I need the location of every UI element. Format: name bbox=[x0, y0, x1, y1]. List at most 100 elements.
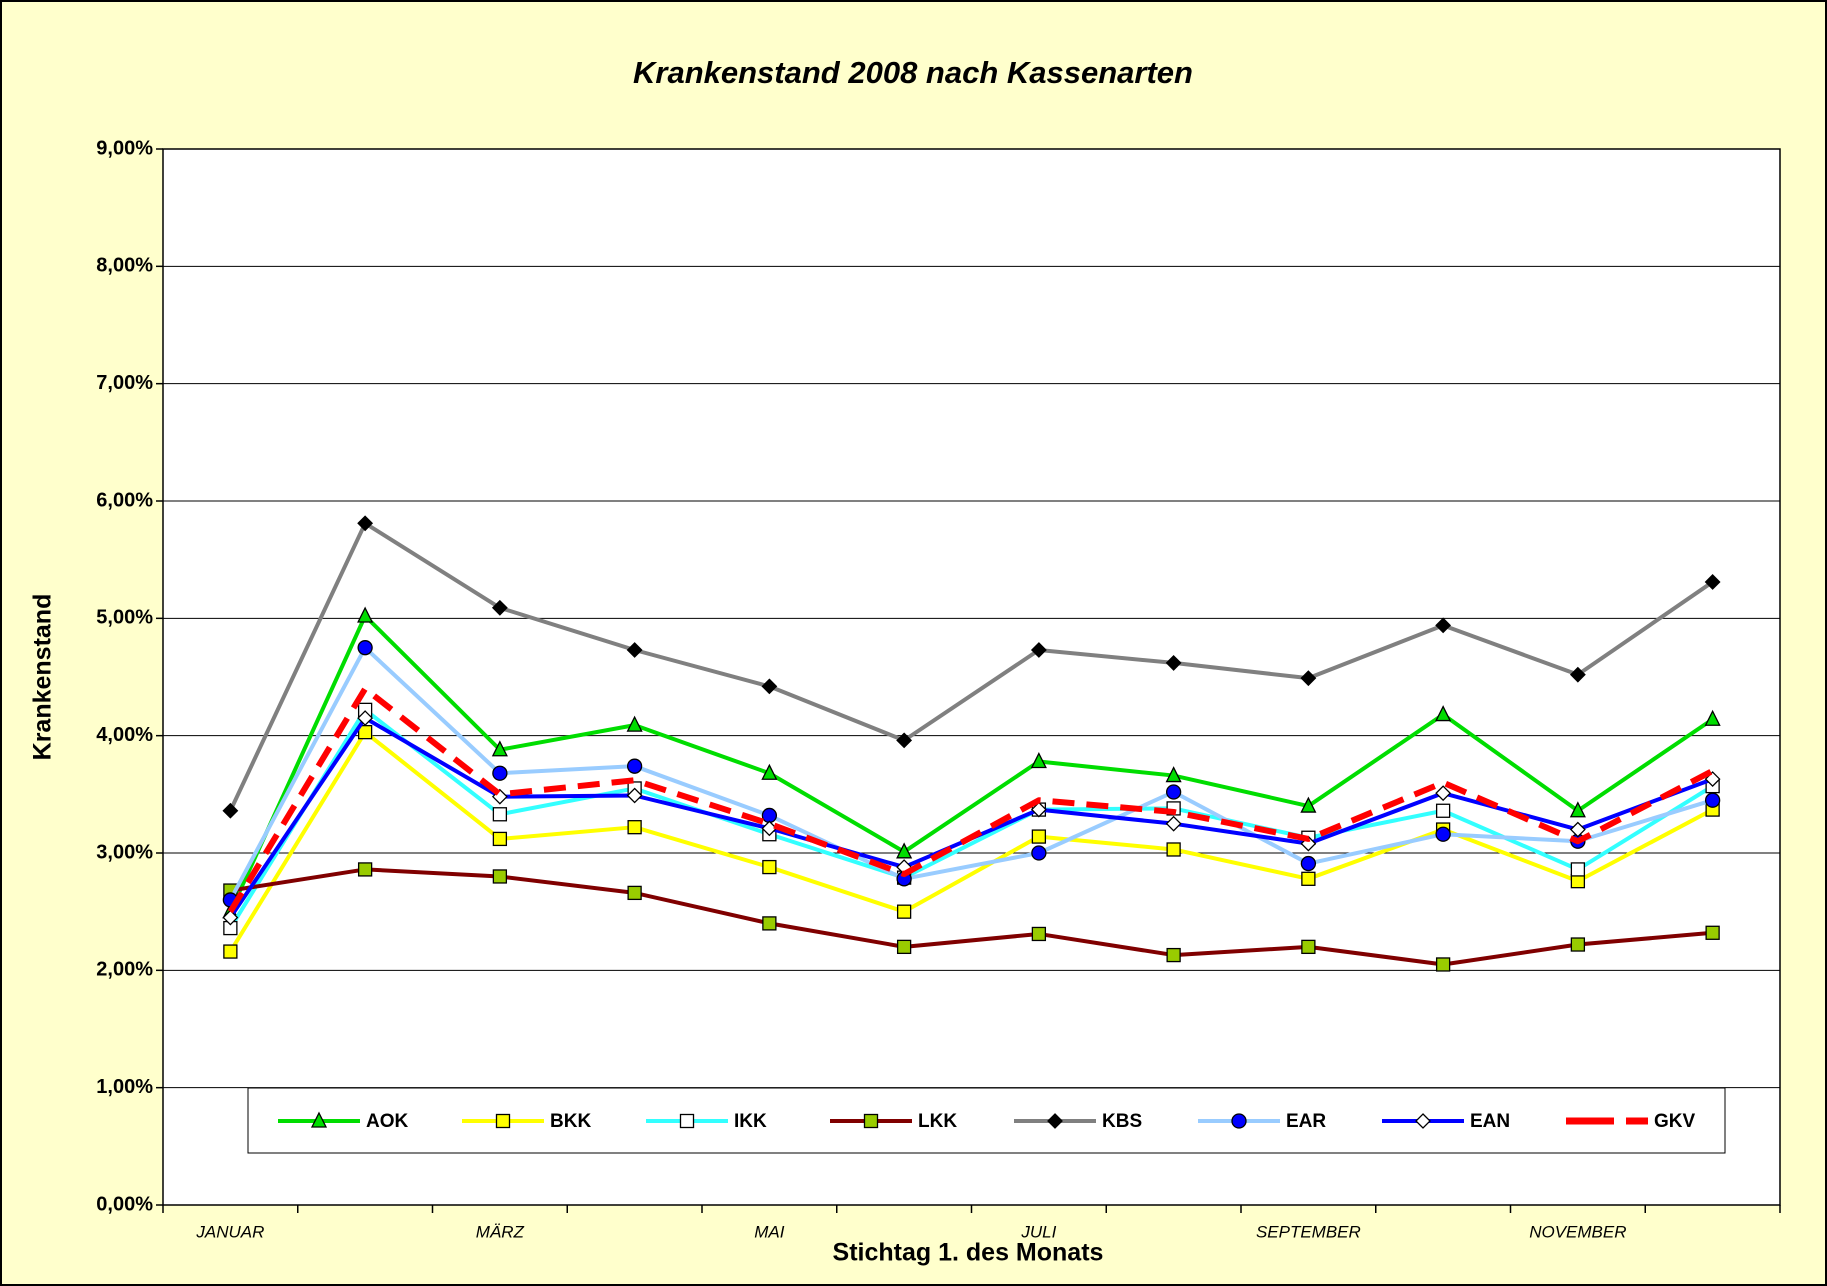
x-tick-label: MÄRZ bbox=[476, 1222, 525, 1241]
data-point bbox=[357, 515, 374, 532]
data-point bbox=[492, 765, 508, 781]
data-point bbox=[626, 758, 643, 774]
legend-marker bbox=[679, 1113, 695, 1129]
legend-label: IKK bbox=[734, 1111, 767, 1132]
data-point bbox=[1570, 937, 1586, 952]
series-line bbox=[230, 867, 1713, 967]
legend-label: EAR bbox=[1286, 1111, 1326, 1132]
legend-label: AOK bbox=[366, 1111, 409, 1132]
data-point bbox=[1570, 874, 1586, 889]
series-line bbox=[228, 613, 1714, 913]
legend-marker bbox=[310, 1111, 328, 1128]
data-point bbox=[896, 842, 913, 859]
y-axis-title: Krankenstand bbox=[29, 594, 57, 761]
data-point bbox=[1165, 655, 1182, 671]
data-point bbox=[357, 640, 373, 656]
series-line bbox=[228, 645, 1714, 901]
data-point bbox=[492, 807, 508, 822]
y-tick-label: 6,00% bbox=[96, 489, 153, 511]
data-point bbox=[357, 606, 374, 623]
y-tick-label: 1,00% bbox=[96, 1076, 153, 1098]
data-point bbox=[896, 939, 912, 955]
plot-area bbox=[162, 148, 1781, 1206]
data-point bbox=[761, 820, 778, 837]
data-point bbox=[222, 909, 239, 926]
data-point bbox=[1165, 784, 1182, 800]
legend-label: LKK bbox=[918, 1111, 957, 1132]
data-point bbox=[627, 820, 642, 835]
legend-label: GKV bbox=[1654, 1111, 1696, 1132]
data-point bbox=[492, 869, 508, 884]
data-point bbox=[896, 732, 913, 749]
data-point bbox=[762, 916, 777, 931]
y-tick-label: 3,00% bbox=[96, 841, 153, 863]
data-point bbox=[1300, 670, 1317, 687]
data-point bbox=[1569, 801, 1586, 818]
x-axis-title: Stichtag 1. des Monats bbox=[833, 1239, 1104, 1267]
legend-marker bbox=[1047, 1113, 1063, 1129]
data-point bbox=[626, 715, 643, 732]
data-point bbox=[1030, 642, 1047, 658]
data-point bbox=[761, 678, 778, 695]
data-point bbox=[1300, 796, 1317, 813]
data-point bbox=[492, 831, 508, 847]
series-line bbox=[227, 685, 1715, 914]
y-tick-label: 8,00% bbox=[96, 255, 153, 277]
data-point bbox=[357, 862, 373, 877]
data-point bbox=[1031, 845, 1047, 861]
legend-label: KBS bbox=[1102, 1111, 1142, 1132]
data-point bbox=[1300, 855, 1317, 872]
data-point bbox=[896, 904, 912, 919]
data-point bbox=[626, 787, 643, 804]
data-point bbox=[626, 642, 643, 658]
data-point bbox=[222, 802, 239, 819]
data-point bbox=[761, 807, 778, 824]
data-point bbox=[1704, 574, 1721, 590]
data-point bbox=[1435, 705, 1452, 722]
x-tick-label: MAI bbox=[754, 1222, 785, 1241]
data-point bbox=[1165, 766, 1182, 783]
x-tick-label: JANUAR bbox=[195, 1222, 264, 1241]
data-point bbox=[1435, 785, 1452, 802]
data-point bbox=[1705, 925, 1720, 940]
data-point bbox=[1165, 815, 1182, 832]
data-point bbox=[491, 599, 508, 616]
legend-marker bbox=[1231, 1113, 1247, 1129]
legend-marker bbox=[495, 1113, 511, 1129]
data-point bbox=[1435, 957, 1451, 972]
x-tick-label: SEPTEMBER bbox=[1256, 1222, 1361, 1241]
data-point bbox=[1301, 939, 1316, 955]
data-point bbox=[761, 763, 778, 780]
data-point bbox=[1031, 829, 1047, 844]
y-tick-label: 5,00% bbox=[96, 607, 153, 629]
data-point bbox=[357, 710, 374, 726]
y-tick-label: 7,00% bbox=[96, 372, 153, 394]
legend-label: BKK bbox=[550, 1111, 591, 1132]
data-point bbox=[491, 740, 508, 757]
data-point bbox=[1030, 801, 1047, 818]
data-point bbox=[223, 944, 238, 959]
data-point bbox=[1570, 862, 1586, 877]
data-point bbox=[1166, 842, 1181, 857]
x-tick-label: JULI bbox=[1020, 1222, 1056, 1241]
legend-marker bbox=[1415, 1113, 1431, 1129]
data-point bbox=[762, 859, 777, 875]
series-line bbox=[228, 730, 1714, 953]
data-point bbox=[1704, 792, 1721, 808]
data-point bbox=[1301, 871, 1316, 886]
data-point bbox=[1031, 926, 1047, 942]
legend-marker bbox=[863, 1113, 879, 1129]
data-point bbox=[1435, 617, 1452, 634]
legend-label: EAN bbox=[1470, 1111, 1510, 1132]
data-point bbox=[1435, 803, 1451, 818]
x-tick-label: NOVEMBER bbox=[1529, 1222, 1626, 1241]
series-line bbox=[228, 521, 1714, 812]
data-point bbox=[1166, 947, 1181, 963]
y-tick-label: 9,00% bbox=[96, 137, 153, 159]
y-tick-label: 0,00% bbox=[96, 1193, 153, 1215]
data-point bbox=[1569, 821, 1586, 838]
y-tick-label: 4,00% bbox=[96, 724, 153, 746]
data-point bbox=[1030, 752, 1047, 769]
data-point bbox=[1704, 709, 1721, 726]
